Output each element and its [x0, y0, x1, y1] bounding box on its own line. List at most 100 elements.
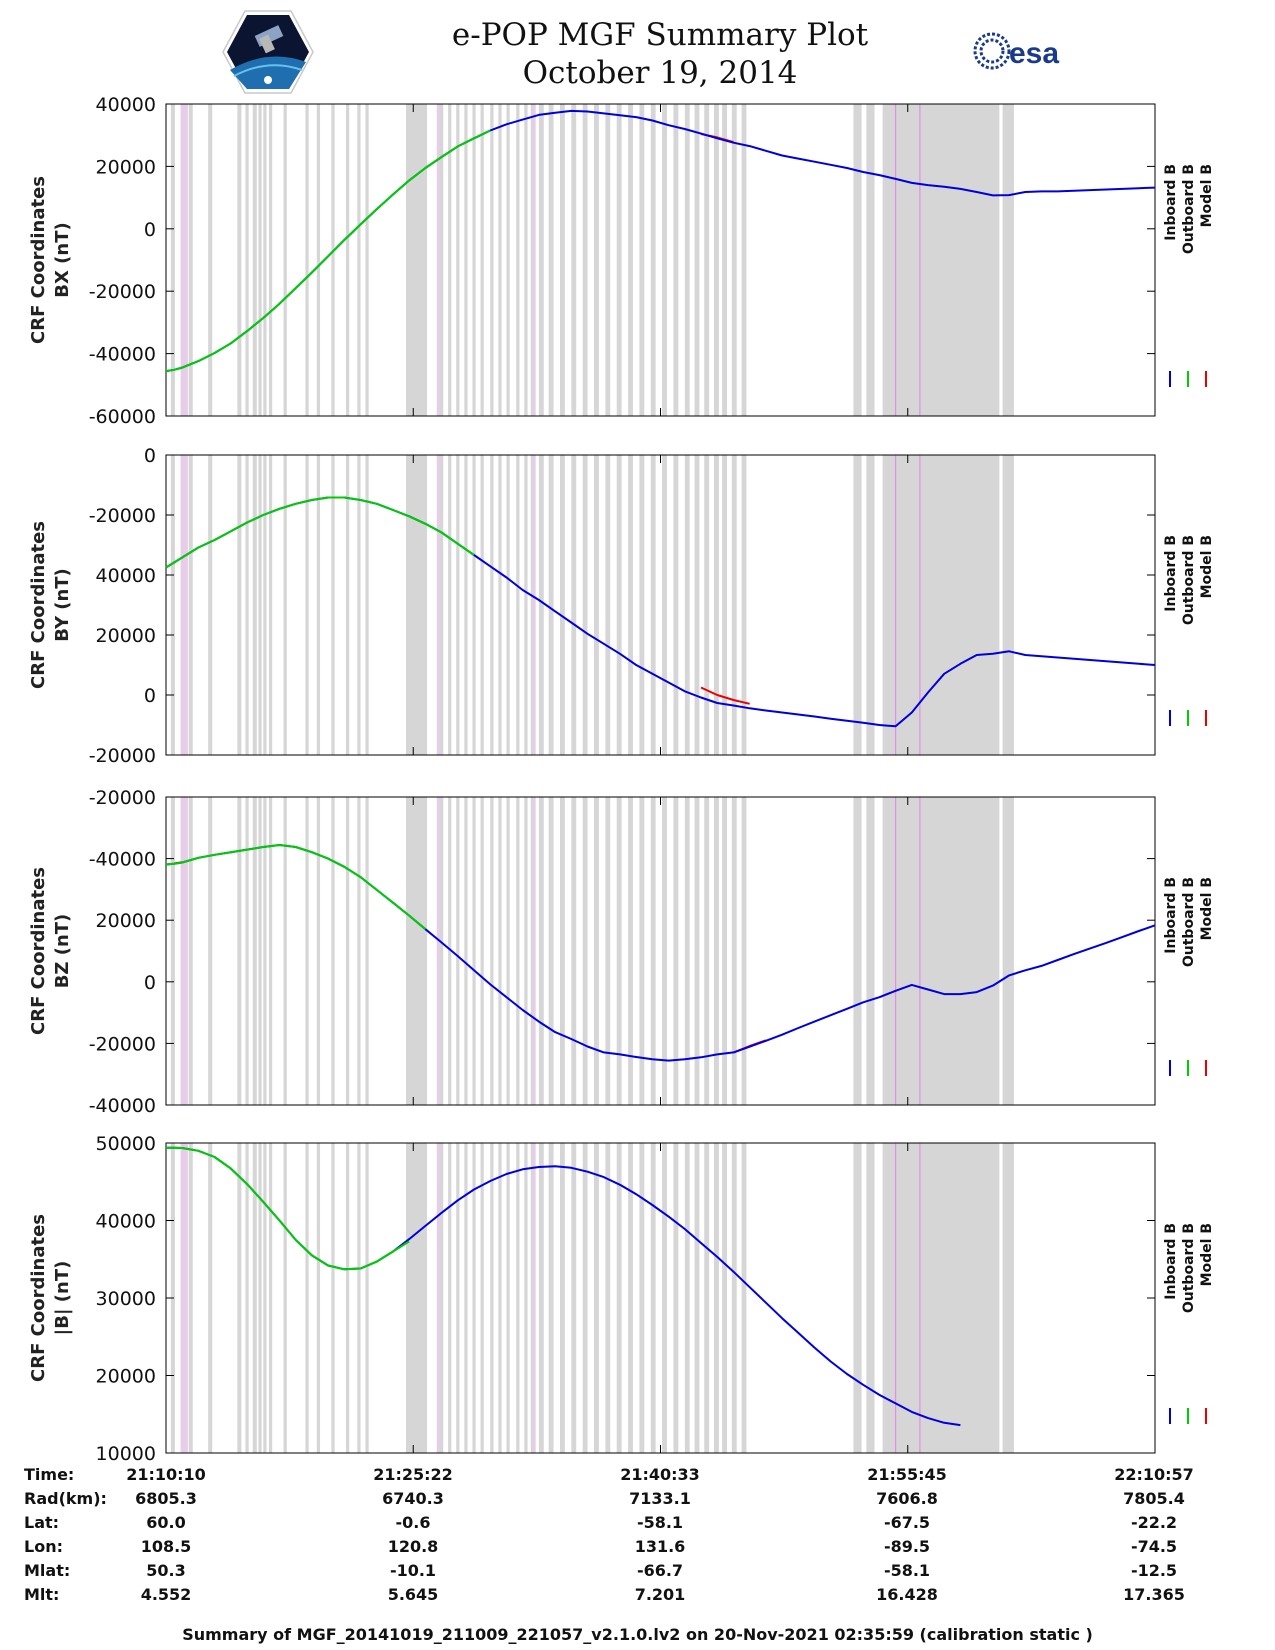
- data-gap-band: [263, 1143, 267, 1453]
- data-gap-band: [594, 104, 599, 416]
- data-gap-band: [722, 455, 727, 755]
- data-gap-band: [639, 1143, 645, 1453]
- flag-band: [532, 797, 536, 1105]
- data-gap-band: [283, 797, 287, 1105]
- panel-2: 0 -20000 40000 20000 0 -20000 CRF Coordinates B…: [28, 445, 1215, 767]
- data-gap-band: [405, 104, 428, 416]
- series-line-outboard-b: [166, 1146, 410, 1271]
- data-gap-band: [480, 797, 484, 1105]
- data-gap-band: [853, 455, 862, 755]
- y-tick-label: 20000: [96, 156, 156, 178]
- data-gap-band: [594, 797, 599, 1105]
- orbit-info-table: Time: 21:10:10 21:25:22 21:40:33 21:55:45 22:…: [0, 1465, 1275, 1615]
- legend-label: Inboard B: [1163, 164, 1179, 241]
- info-cell: 21:10:10: [126, 1465, 206, 1484]
- data-gap-band: [662, 1143, 667, 1453]
- data-gap-band: [571, 797, 577, 1105]
- data-gap-band: [559, 455, 565, 755]
- data-gap-band: [605, 104, 611, 416]
- data-gap-band: [188, 797, 193, 1105]
- data-gap-band: [1002, 104, 1014, 416]
- data-gap-band: [616, 455, 622, 755]
- info-cell: 22:10:57: [1114, 1465, 1194, 1484]
- data-gap-band: [548, 797, 554, 1105]
- data-gap-band: [283, 104, 287, 416]
- y-tick-label: 30000: [96, 1288, 156, 1310]
- data-gap-band: [316, 797, 321, 1105]
- data-gap-band: [524, 455, 528, 755]
- data-gap-band: [524, 104, 528, 416]
- data-gap-band: [258, 1143, 262, 1453]
- data-gap-band: [170, 104, 175, 416]
- y-tick-label: 0: [144, 972, 156, 994]
- info-cell: 60.0: [146, 1513, 186, 1532]
- data-gap-band: [731, 104, 737, 416]
- panel-1: 40000 20000 0 -20000 -40000 -60000 CRF Coordin…: [28, 94, 1215, 428]
- data-gap-band: [208, 104, 213, 416]
- legend-label: Inboard B: [1163, 1223, 1179, 1300]
- flag-band: [436, 455, 441, 755]
- data-gap-band: [673, 797, 679, 1105]
- info-cell: 21:25:22: [373, 1465, 453, 1484]
- data-gap-band: [456, 455, 460, 755]
- data-gap-band: [440, 455, 444, 755]
- data-gap-band: [405, 1143, 428, 1453]
- y-axis-label-line-2: BZ (nT): [52, 914, 73, 989]
- data-gap-band: [662, 797, 667, 1105]
- data-gap-band: [516, 797, 520, 1105]
- data-gap-band: [559, 104, 565, 416]
- data-gap-band: [741, 455, 747, 755]
- data-gap-band: [605, 797, 611, 1105]
- y-axis-label-line-1: CRF Coordinates: [28, 521, 49, 689]
- data-gap-band: [628, 104, 633, 416]
- data-gap-band: [516, 455, 520, 755]
- data-gap-band: [440, 1143, 444, 1453]
- flag-band: [180, 797, 188, 1105]
- data-gap-band: [456, 1143, 460, 1453]
- data-gap-band: [263, 104, 267, 416]
- cassiope-logo: [222, 10, 314, 94]
- data-gap-band: [464, 1143, 468, 1453]
- data-gap-band: [498, 1143, 502, 1453]
- data-gap-band: [263, 797, 267, 1105]
- data-gap-band: [316, 455, 321, 755]
- data-gap-band: [245, 1143, 249, 1453]
- data-gap-band: [639, 797, 645, 1105]
- data-gap-band: [616, 104, 622, 416]
- data-gap-band: [571, 455, 577, 755]
- info-cell: -12.5: [1130, 1561, 1178, 1580]
- data-gap-band: [305, 797, 309, 1105]
- data-gap-band: [268, 104, 273, 416]
- data-gap-band: [684, 455, 690, 755]
- y-tick-label: 20000: [96, 625, 156, 647]
- y-axis-label-line-1: CRF Coordinates: [28, 867, 49, 1035]
- y-tick-label: 0: [144, 445, 156, 467]
- data-gap-band: [472, 104, 476, 416]
- data-gap-band: [490, 104, 494, 416]
- flag-band: [436, 104, 441, 416]
- data-gap-band: [170, 797, 175, 1105]
- y-axis-label-line-1: CRF Coordinates: [28, 1214, 49, 1382]
- data-gap-band: [662, 104, 667, 416]
- y-tick-label: -40000: [89, 1095, 156, 1117]
- data-gap-band: [237, 1143, 242, 1453]
- y-tick-label: 40000: [96, 94, 156, 116]
- data-gap-band: [582, 104, 588, 416]
- data-gap-band: [283, 1143, 287, 1453]
- data-gap-band: [448, 797, 452, 1105]
- data-gap-band: [704, 104, 710, 416]
- data-gap-band: [498, 104, 502, 416]
- data-gap-band: [456, 104, 460, 416]
- data-gap-band: [731, 797, 737, 1105]
- info-cell: 17.365: [1123, 1585, 1185, 1604]
- data-gap-band: [866, 104, 875, 416]
- data-gap-band: [357, 1143, 361, 1453]
- data-gap-band: [357, 104, 361, 416]
- info-row-label: Time:: [24, 1465, 75, 1484]
- info-cell: -58.1: [636, 1513, 684, 1532]
- data-gap-band: [673, 1143, 679, 1453]
- data-gap-band: [252, 104, 257, 416]
- flag-band: [532, 455, 536, 755]
- data-gap-band: [538, 1143, 544, 1453]
- data-gap-band: [305, 1143, 309, 1453]
